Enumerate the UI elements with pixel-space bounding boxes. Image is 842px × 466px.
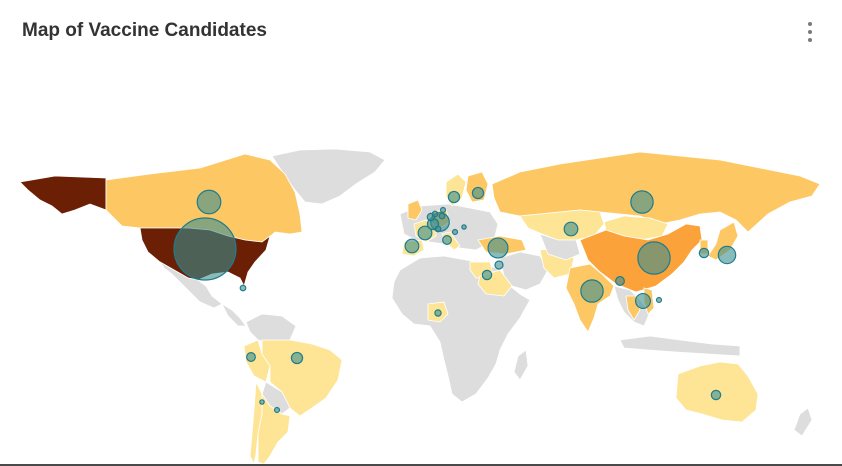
- bubble-finland[interactable]: [471, 186, 485, 200]
- bubble-australia[interactable]: [710, 389, 722, 401]
- bubble-denmark[interactable]: [438, 212, 446, 220]
- bubble-malaysia[interactable]: [655, 296, 663, 304]
- bubble-austria[interactable]: [451, 228, 459, 236]
- bubble-iran[interactable]: [481, 269, 493, 281]
- bubble-vietnam[interactable]: [615, 276, 625, 286]
- country-greenland[interactable]: [271, 148, 386, 205]
- country-indonesia[interactable]: [619, 335, 741, 357]
- bubble-cuba[interactable]: [239, 284, 247, 292]
- bubble-sweden[interactable]: [447, 190, 461, 204]
- bubble-switzerland[interactable]: [434, 225, 442, 233]
- card-title: Map of Vaccine Candidates: [22, 20, 267, 41]
- bubble-poland[interactable]: [439, 206, 447, 214]
- card-header: Map of Vaccine Candidates: [0, 0, 842, 64]
- bubble-belgium[interactable]: [431, 210, 439, 218]
- bubble-japan[interactable]: [717, 245, 737, 265]
- country-colombia-venezuela[interactable]: [245, 313, 297, 345]
- country-kazakhstan[interactable]: [519, 209, 605, 241]
- bubble-germany[interactable]: [417, 225, 433, 241]
- country-united-kingdom[interactable]: [407, 199, 423, 221]
- menu-dot: [808, 30, 812, 34]
- bubble-china[interactable]: [637, 241, 671, 275]
- bubble-brazil[interactable]: [290, 351, 304, 365]
- bubble-peru[interactable]: [246, 352, 256, 362]
- bubble-argentina[interactable]: [273, 406, 281, 414]
- bottom-border: [0, 464, 842, 466]
- menu-dot: [808, 22, 812, 26]
- bubble-south-korea[interactable]: [698, 247, 710, 259]
- bubble-canada[interactable]: [196, 189, 222, 215]
- world-map-svg: [19, 148, 821, 464]
- world-map[interactable]: [0, 64, 842, 464]
- bubble-spain[interactable]: [404, 238, 420, 254]
- menu-dot: [808, 38, 812, 42]
- bubble-turkey[interactable]: [487, 237, 509, 259]
- bubble-nigeria[interactable]: [434, 309, 442, 317]
- country-argentina[interactable]: [257, 392, 291, 464]
- country-alaska-us-[interactable]: [19, 175, 107, 215]
- bubble-egypt[interactable]: [494, 260, 504, 270]
- bubble-italy[interactable]: [442, 235, 452, 245]
- bubble-hungary[interactable]: [461, 224, 467, 230]
- country-peru[interactable]: [243, 339, 271, 383]
- country-central-asia[interactable]: [539, 233, 581, 261]
- bubble-chile[interactable]: [259, 399, 265, 405]
- bubble-thailand[interactable]: [634, 292, 652, 310]
- country-madagascar[interactable]: [513, 349, 529, 381]
- bubble-kazakhstan[interactable]: [563, 221, 579, 237]
- bubble-india[interactable]: [580, 279, 604, 303]
- country-brazil[interactable]: [261, 339, 343, 417]
- vertical-ellipsis-icon[interactable]: [798, 20, 822, 44]
- country-central-america[interactable]: [221, 302, 247, 327]
- bubble-united-states[interactable]: [173, 217, 237, 281]
- bubble-russia[interactable]: [630, 190, 654, 214]
- country-new-zealand[interactable]: [793, 407, 813, 437]
- country-mexico[interactable]: [159, 261, 223, 309]
